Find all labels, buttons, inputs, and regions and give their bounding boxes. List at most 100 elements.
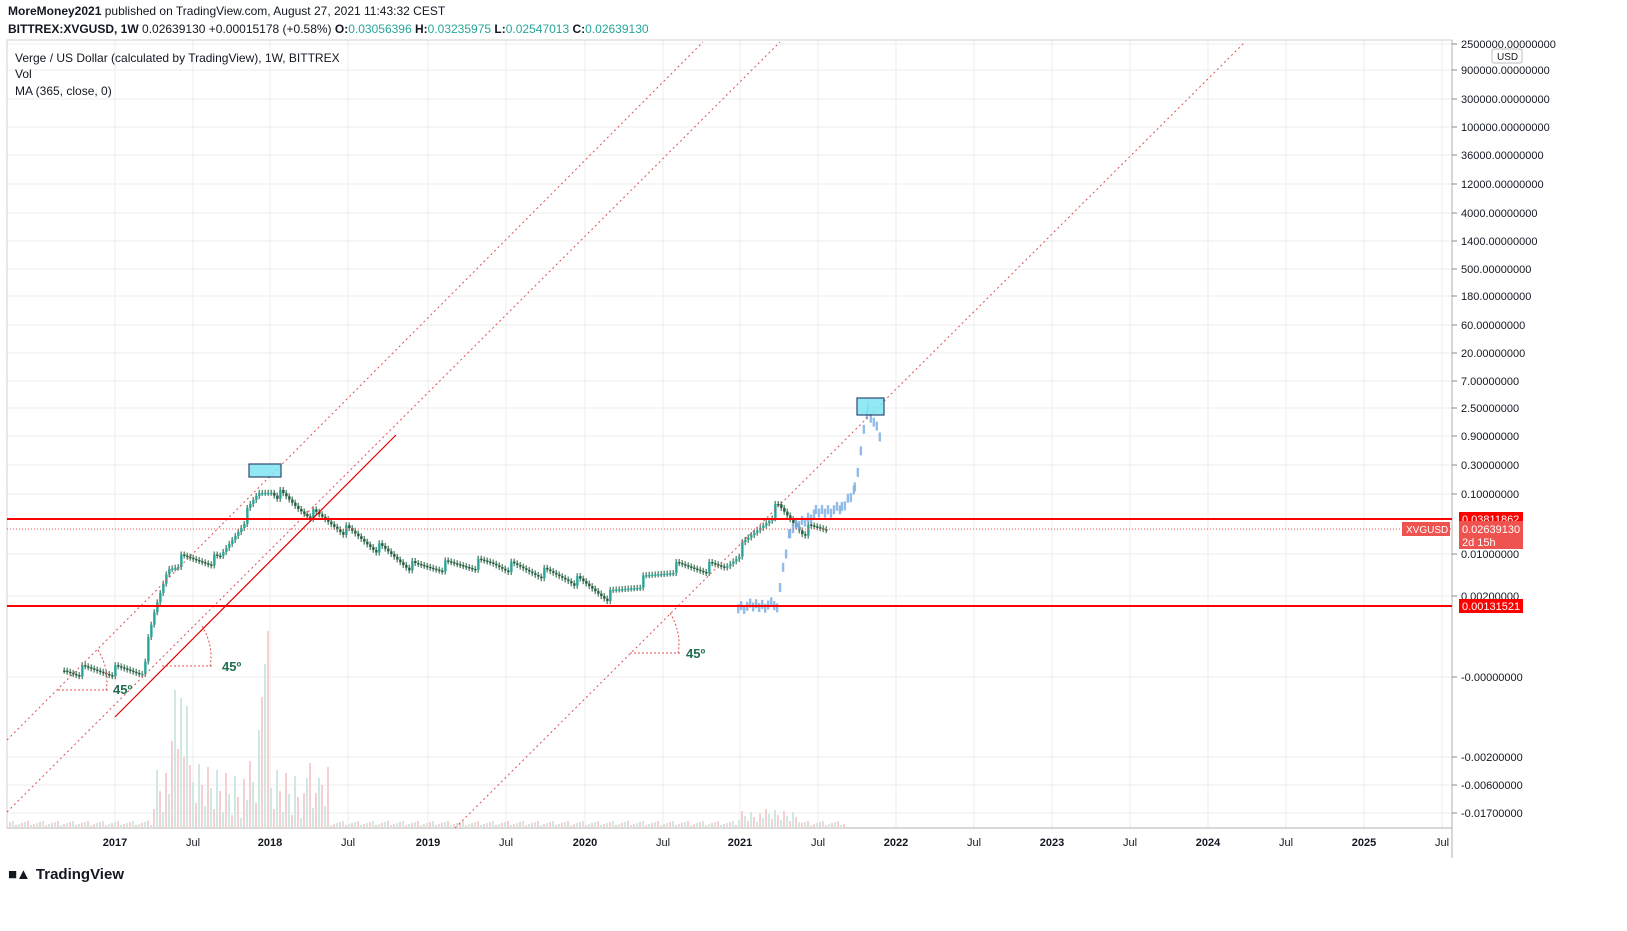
volume-bar <box>198 764 200 828</box>
candle-body <box>243 524 246 529</box>
candle-body <box>576 576 579 586</box>
candle-body <box>438 569 441 572</box>
candle-body <box>210 564 213 566</box>
volume-bar <box>90 825 92 828</box>
candle-body <box>681 563 684 565</box>
price-tick-label: 100000.00000000 <box>1461 122 1550 134</box>
candle-body <box>741 542 744 557</box>
volume-bar <box>114 822 116 828</box>
volume-bar <box>750 812 752 828</box>
volume-bar <box>162 812 164 828</box>
volume-bar <box>819 822 821 828</box>
dotted-channel-3[interactable] <box>454 41 1246 829</box>
legend-vol[interactable]: Vol <box>15 67 32 81</box>
candle-body <box>513 561 516 564</box>
candle-body <box>189 556 192 559</box>
volume-bar <box>492 821 494 828</box>
footer-brand[interactable]: ■▲ TradingView <box>8 866 124 883</box>
last-price-label: 0.02639130 <box>1462 524 1520 536</box>
angle-label: 45º <box>113 682 132 697</box>
volume-bar <box>771 819 773 828</box>
candle-body <box>237 531 240 536</box>
volume-bar <box>516 823 518 828</box>
volume-bar <box>525 825 527 828</box>
candle-body <box>495 563 498 566</box>
volume-bar <box>222 812 224 828</box>
candle-body <box>402 562 405 565</box>
candle-body <box>462 565 465 567</box>
legend-ma[interactable]: MA (365, close, 0) <box>15 84 112 98</box>
projection-bar <box>761 599 764 609</box>
close-value: 0.02639130 <box>585 22 649 36</box>
volume-bar <box>816 823 818 828</box>
legend-title[interactable]: Verge / US Dollar (calculated by Trading… <box>15 51 340 65</box>
candle-body <box>615 589 618 591</box>
candle-body <box>369 544 372 548</box>
volume-bar <box>546 823 548 828</box>
volume-bar <box>843 824 845 828</box>
volume-bar <box>642 821 644 828</box>
price-tick-label: 0.30000000 <box>1461 460 1519 472</box>
target-box-2021[interactable] <box>856 397 885 416</box>
volume-bar <box>348 824 350 828</box>
volume-bar <box>183 757 185 828</box>
dotted-channel-2[interactable] <box>6 41 781 813</box>
volume-bar <box>828 824 830 828</box>
volume-bar <box>615 825 617 828</box>
volume-bar <box>597 821 599 828</box>
price-tick-label: 0.10000000 <box>1461 489 1519 501</box>
projection-bar <box>843 501 847 511</box>
currency-box[interactable] <box>1491 48 1523 64</box>
volume-bar <box>270 788 272 828</box>
author-name[interactable]: MoreMoney2021 <box>8 4 102 18</box>
volume-bar <box>675 825 677 828</box>
volume-bar <box>300 818 302 828</box>
volume-bar <box>78 824 80 828</box>
candle-body <box>117 665 120 667</box>
projection-bar <box>800 515 804 525</box>
candle-body <box>663 573 666 576</box>
candle-body <box>501 567 504 569</box>
volume-bar <box>702 821 704 828</box>
candle-body <box>585 581 588 584</box>
candle-body <box>153 612 156 625</box>
volume-bar <box>825 825 827 828</box>
volume-bar <box>249 761 251 828</box>
projection-bar <box>794 519 798 529</box>
angle-arc <box>97 649 108 691</box>
volume-bar <box>651 823 653 828</box>
volume-bar <box>747 821 749 828</box>
volume-bar <box>606 823 608 828</box>
candle-body <box>219 555 222 558</box>
candle-body <box>699 569 702 572</box>
projection-bar <box>856 467 860 477</box>
candle-body <box>783 507 786 512</box>
candle-body <box>111 675 114 677</box>
candle-body <box>249 503 252 508</box>
candle-body <box>789 515 792 520</box>
candle-body <box>705 571 708 574</box>
candle-body <box>144 661 147 674</box>
volume-bar <box>51 823 53 828</box>
candle-body <box>120 666 123 668</box>
candle-body <box>603 596 606 599</box>
volume-bar <box>522 821 524 828</box>
candle-body <box>786 511 789 516</box>
volume-bar <box>201 785 203 828</box>
volume-bar <box>378 824 380 828</box>
volume-bar <box>309 763 311 828</box>
candle-body <box>489 561 492 564</box>
volume-bar <box>789 821 791 828</box>
top-box-2018[interactable] <box>248 463 282 478</box>
volume-bar <box>369 822 371 828</box>
candle-body <box>414 561 417 564</box>
support-trendline[interactable] <box>114 434 397 718</box>
volume-bar <box>354 822 356 828</box>
candle-body <box>819 527 822 529</box>
time-tick-label: Jul <box>1435 837 1449 849</box>
candle-body <box>573 583 576 586</box>
dotted-channel-1[interactable] <box>6 41 704 741</box>
volume-bar <box>699 822 701 828</box>
